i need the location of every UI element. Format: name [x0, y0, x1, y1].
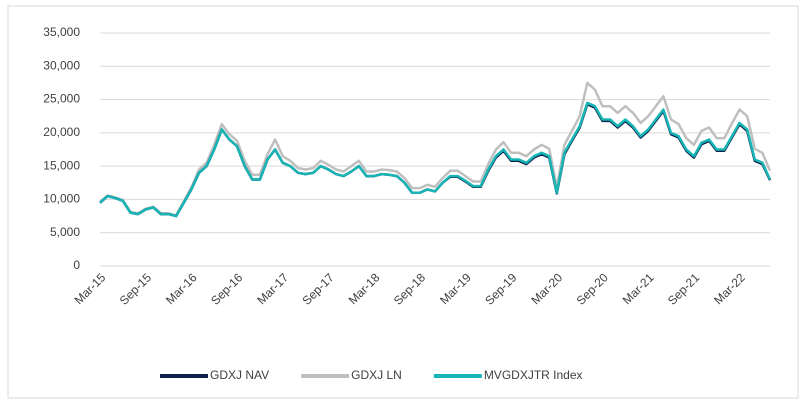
y-tick-label: 5,000 — [50, 225, 80, 239]
series-line — [99, 101, 772, 218]
y-tick-label: 25,000 — [43, 92, 80, 106]
y-tick-label: 30,000 — [43, 58, 80, 72]
y-tick-label: 15,000 — [43, 158, 80, 172]
y-tick-label: 10,000 — [43, 192, 80, 206]
chart-border — [7, 5, 799, 399]
legend-label: MVGDXJTR Index — [484, 368, 583, 382]
y-tick-label: 35,000 — [43, 25, 80, 39]
series-line — [99, 81, 772, 217]
y-tick-label: 20,000 — [43, 125, 80, 139]
legend-label: GDXJ LN — [351, 368, 402, 382]
y-tick-label: 0 — [73, 258, 80, 272]
legend-label: GDXJ NAV — [210, 368, 269, 382]
